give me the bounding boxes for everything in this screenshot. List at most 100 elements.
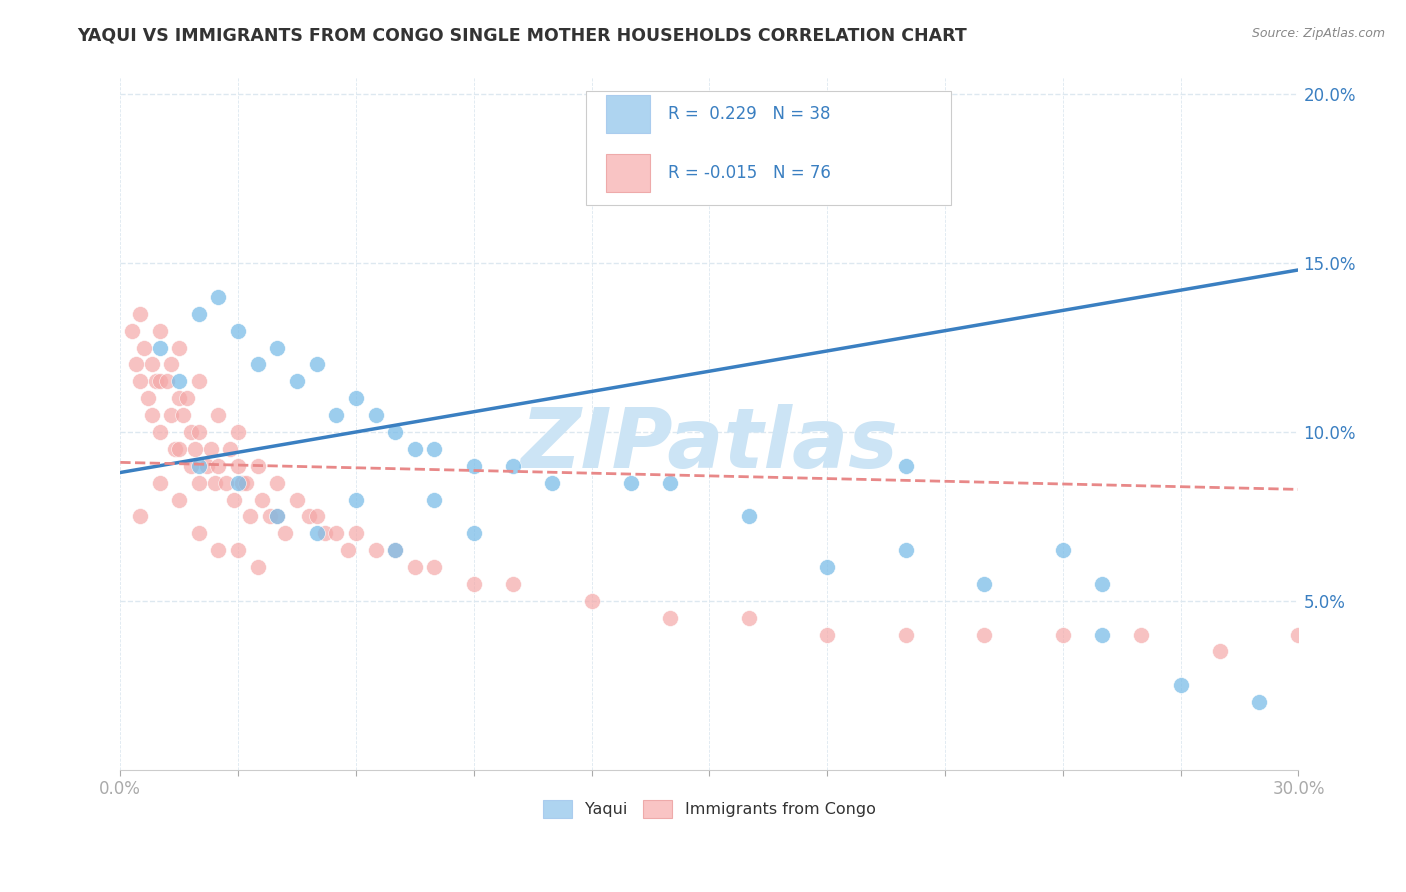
Point [204, 475, 226, 490]
Point [285, 492, 308, 507]
Legend: Yaqui, Immigrants from Congo: Yaqui, Immigrants from Congo [537, 794, 882, 824]
Point [325, 526, 347, 541]
Point [187, 458, 209, 473]
Point [235, 475, 257, 490]
Point [259, 509, 281, 524]
Point [207, 458, 229, 473]
Point [1288, 627, 1310, 641]
Point [132, 341, 155, 355]
Point [1130, 627, 1153, 641]
Point [815, 627, 838, 641]
Point [384, 543, 406, 558]
Point [167, 492, 190, 507]
Point [384, 543, 406, 558]
Point [141, 358, 163, 372]
Point [148, 425, 170, 439]
FancyBboxPatch shape [606, 153, 651, 192]
Point [187, 526, 209, 541]
Point [148, 324, 170, 338]
Point [404, 560, 426, 574]
Point [187, 475, 209, 490]
Point [344, 492, 367, 507]
Point [541, 475, 564, 490]
Point [176, 391, 198, 405]
Point [266, 475, 288, 490]
Point [423, 560, 446, 574]
Point [165, 442, 187, 456]
Point [207, 543, 229, 558]
Point [246, 458, 269, 473]
Point [180, 458, 202, 473]
Point [200, 442, 222, 456]
Point [1052, 627, 1074, 641]
Point [894, 458, 917, 473]
Point [226, 324, 249, 338]
Point [894, 627, 917, 641]
Point [180, 425, 202, 439]
Point [207, 408, 229, 422]
Point [973, 627, 995, 641]
Point [285, 375, 308, 389]
Point [659, 610, 682, 624]
Point [305, 358, 328, 372]
Point [156, 375, 179, 389]
Point [364, 543, 387, 558]
Point [1170, 678, 1192, 692]
Text: R = -0.015   N = 76: R = -0.015 N = 76 [668, 163, 831, 182]
Point [344, 391, 367, 405]
Point [125, 358, 148, 372]
Point [195, 458, 218, 473]
Point [148, 475, 170, 490]
Point [167, 442, 190, 456]
Point [384, 425, 406, 439]
Point [148, 375, 170, 389]
Point [231, 475, 253, 490]
Point [266, 509, 288, 524]
Point [1091, 577, 1114, 591]
Point [502, 458, 524, 473]
Point [1091, 627, 1114, 641]
Point [1052, 543, 1074, 558]
Point [246, 358, 269, 372]
Point [659, 475, 682, 490]
Point [463, 526, 485, 541]
Point [129, 307, 152, 321]
Point [250, 492, 273, 507]
Point [226, 425, 249, 439]
Point [121, 324, 143, 338]
Text: Source: ZipAtlas.com: Source: ZipAtlas.com [1251, 27, 1385, 40]
Point [581, 594, 603, 608]
Point [1249, 695, 1271, 709]
Point [160, 358, 183, 372]
Point [894, 543, 917, 558]
Point [226, 458, 249, 473]
Point [298, 509, 321, 524]
Point [129, 509, 152, 524]
Point [463, 577, 485, 591]
Point [187, 425, 209, 439]
Point [325, 408, 347, 422]
Point [145, 375, 167, 389]
Point [737, 610, 759, 624]
Point [136, 391, 159, 405]
Point [167, 341, 190, 355]
Point [364, 408, 387, 422]
Point [226, 543, 249, 558]
Point [141, 408, 163, 422]
Point [129, 375, 152, 389]
Point [167, 375, 190, 389]
Point [148, 341, 170, 355]
Point [463, 458, 485, 473]
Point [239, 509, 262, 524]
Text: R =  0.229   N = 38: R = 0.229 N = 38 [668, 104, 831, 123]
Point [423, 492, 446, 507]
Point [305, 526, 328, 541]
Point [737, 509, 759, 524]
Point [184, 442, 207, 456]
Point [219, 442, 242, 456]
Point [337, 543, 360, 558]
Text: ZIPatlas: ZIPatlas [520, 404, 898, 485]
Point [973, 577, 995, 591]
Point [274, 526, 297, 541]
Point [187, 307, 209, 321]
